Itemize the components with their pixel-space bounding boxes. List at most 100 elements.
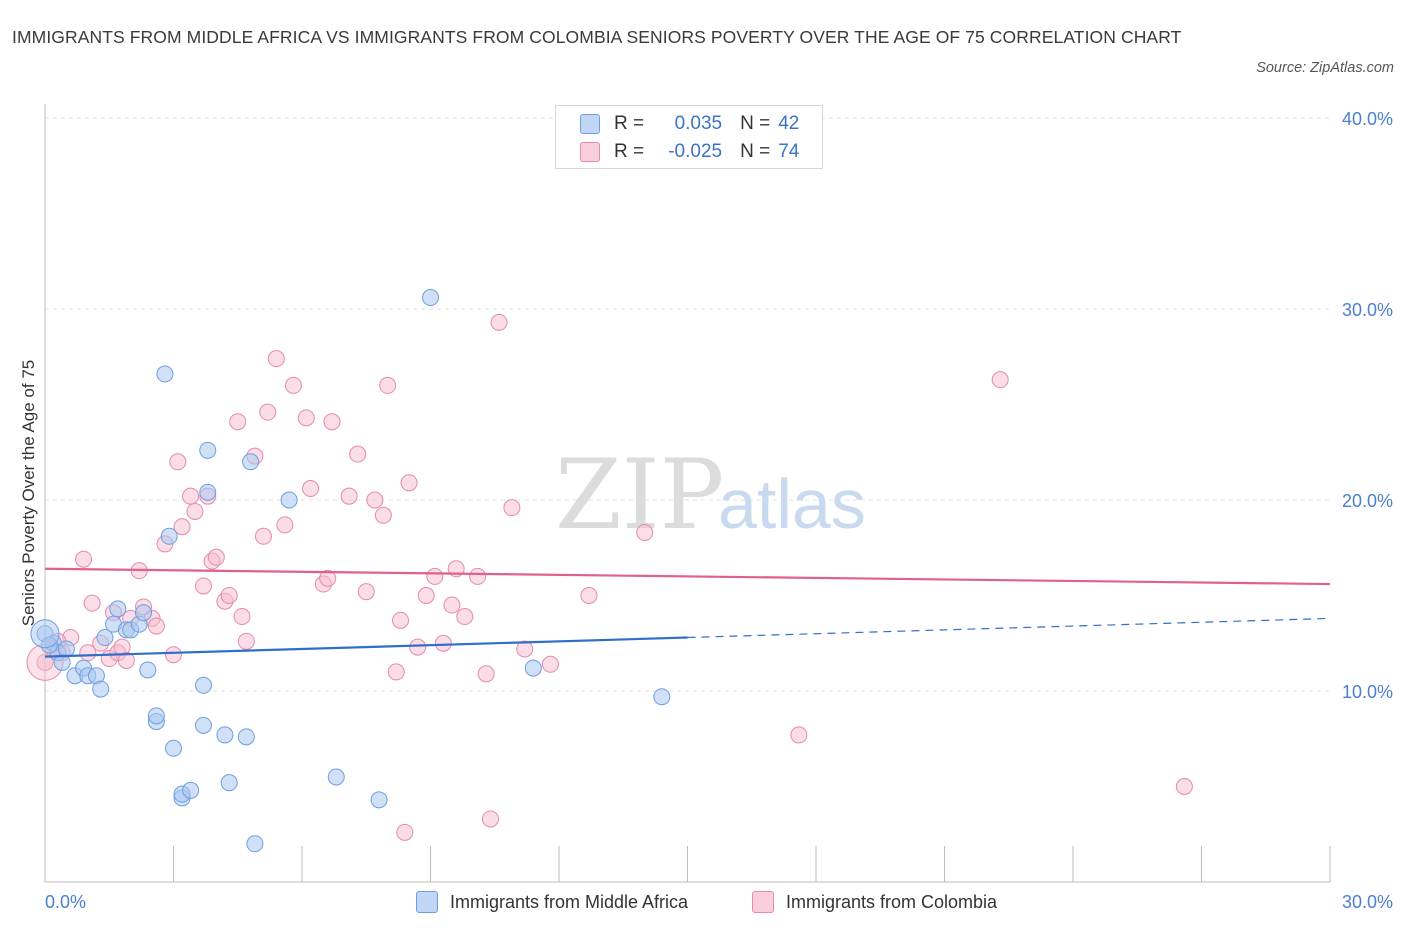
legend-swatch-pink xyxy=(580,141,600,162)
data-point-middle-africa[interactable] xyxy=(96,629,114,647)
data-point-colombia[interactable] xyxy=(169,453,187,471)
data-point-colombia[interactable] xyxy=(580,587,598,604)
data-point-colombia[interactable] xyxy=(349,445,367,463)
data-point-colombia[interactable] xyxy=(379,376,397,394)
data-point-colombia[interactable] xyxy=(477,665,495,683)
data-point-colombia[interactable] xyxy=(254,527,272,545)
data-point-middle-africa[interactable] xyxy=(92,680,110,698)
data-point-middle-africa[interactable] xyxy=(194,676,212,694)
data-point-colombia[interactable] xyxy=(319,569,337,587)
data-point-colombia[interactable] xyxy=(357,583,375,601)
data-point-colombia[interactable] xyxy=(374,506,392,524)
data-point-colombia[interactable] xyxy=(516,640,534,658)
data-point-colombia[interactable] xyxy=(117,651,135,669)
watermark-atlas: atlas xyxy=(718,465,866,543)
data-point-colombia[interactable] xyxy=(396,823,414,841)
data-point-colombia[interactable] xyxy=(165,646,182,664)
data-point-colombia[interactable] xyxy=(297,409,315,427)
data-point-colombia[interactable] xyxy=(481,810,499,828)
data-point-middle-africa[interactable] xyxy=(422,289,439,307)
data-point-middle-africa[interactable] xyxy=(216,726,234,744)
y-tick-label: 30.0% xyxy=(1342,300,1393,320)
series-swatch-pink xyxy=(752,890,774,913)
data-point-colombia[interactable] xyxy=(443,596,461,614)
x-tick-label-min: 0.0% xyxy=(45,892,86,912)
data-point-middle-africa[interactable] xyxy=(182,781,200,799)
middle-africa-points xyxy=(30,289,671,853)
data-point-colombia[interactable] xyxy=(182,487,200,505)
data-point-middle-africa[interactable] xyxy=(139,661,157,679)
data-point-colombia[interactable] xyxy=(400,474,418,492)
data-point-colombia[interactable] xyxy=(284,376,302,394)
data-point-colombia[interactable] xyxy=(541,655,559,673)
data-point-colombia[interactable] xyxy=(147,617,165,635)
data-point-colombia[interactable] xyxy=(434,634,452,652)
data-point-colombia[interactable] xyxy=(237,632,255,650)
legend-n-label: N = xyxy=(740,113,771,134)
data-point-middle-africa[interactable] xyxy=(370,791,388,809)
data-point-middle-africa[interactable] xyxy=(246,835,264,853)
data-point-colombia[interactable] xyxy=(340,487,358,505)
data-point-colombia[interactable] xyxy=(1175,778,1193,795)
data-point-colombia[interactable] xyxy=(75,550,93,568)
series-legend: Immigrants from Middle Africa Immigrants… xyxy=(0,888,1406,916)
data-point-colombia[interactable] xyxy=(409,638,427,656)
legend-r-label: R = xyxy=(614,141,645,162)
data-point-middle-africa[interactable] xyxy=(199,483,217,501)
data-point-colombia[interactable] xyxy=(79,644,97,662)
data-point-colombia[interactable] xyxy=(636,523,654,541)
data-point-middle-africa[interactable] xyxy=(242,453,260,471)
data-point-middle-africa[interactable] xyxy=(109,600,127,618)
data-point-middle-africa[interactable] xyxy=(160,527,178,545)
data-point-colombia[interactable] xyxy=(173,518,191,536)
data-point-colombia[interactable] xyxy=(323,413,341,431)
data-point-colombia[interactable] xyxy=(233,608,251,626)
data-point-middle-africa[interactable] xyxy=(280,491,298,509)
data-point-middle-africa[interactable] xyxy=(524,659,542,677)
data-point-colombia[interactable] xyxy=(426,567,444,585)
data-point-colombia[interactable] xyxy=(417,587,435,604)
data-point-colombia[interactable] xyxy=(36,653,54,671)
data-point-middle-africa-cluster[interactable] xyxy=(30,619,60,649)
data-point-middle-africa[interactable] xyxy=(156,365,174,383)
data-point-middle-africa[interactable] xyxy=(327,768,345,786)
data-point-colombia[interactable] xyxy=(83,594,101,612)
data-point-colombia[interactable] xyxy=(220,587,238,604)
stats-legend: R = 0.035 N = 42 R = -0.025 N = 74 xyxy=(555,105,823,169)
data-point-middle-africa[interactable] xyxy=(199,441,217,459)
data-point-colombia[interactable] xyxy=(276,516,294,534)
data-point-middle-africa[interactable] xyxy=(220,774,238,792)
legend-swatch-blue xyxy=(580,113,600,134)
data-point-colombia[interactable] xyxy=(229,413,247,431)
y-tick-label: 40.0% xyxy=(1342,109,1393,129)
legend-r-value: -0.025 xyxy=(668,141,723,162)
data-point-colombia[interactable] xyxy=(991,371,1009,389)
y-tick-label: 10.0% xyxy=(1342,682,1393,702)
data-point-colombia[interactable] xyxy=(207,548,225,566)
data-point-colombia[interactable] xyxy=(302,480,320,498)
x-ticks xyxy=(173,846,1331,882)
data-point-middle-africa[interactable] xyxy=(194,716,212,734)
data-point-colombia[interactable] xyxy=(790,726,808,744)
legend-r-label: R = xyxy=(614,113,645,134)
data-point-middle-africa[interactable] xyxy=(165,739,182,757)
data-point-colombia[interactable] xyxy=(366,491,384,509)
data-point-colombia[interactable] xyxy=(456,608,474,626)
data-point-colombia[interactable] xyxy=(469,567,487,585)
data-point-middle-africa[interactable] xyxy=(57,640,75,658)
data-point-colombia[interactable] xyxy=(267,350,285,368)
data-point-middle-africa[interactable] xyxy=(237,728,255,746)
data-point-middle-africa[interactable] xyxy=(135,604,153,622)
data-point-middle-africa[interactable] xyxy=(147,707,165,725)
data-point-colombia[interactable] xyxy=(503,499,521,517)
data-point-colombia[interactable] xyxy=(387,663,405,681)
series-legend-colombia[interactable]: Immigrants from Colombia xyxy=(752,888,997,916)
series-legend-middle-africa[interactable]: Immigrants from Middle Africa xyxy=(416,888,688,916)
data-point-colombia[interactable] xyxy=(490,313,508,331)
data-point-colombia[interactable] xyxy=(392,611,410,629)
data-point-colombia[interactable] xyxy=(259,403,277,421)
data-point-colombia[interactable] xyxy=(194,577,212,595)
data-point-middle-africa[interactable] xyxy=(653,688,671,706)
data-point-colombia[interactable] xyxy=(186,502,204,520)
